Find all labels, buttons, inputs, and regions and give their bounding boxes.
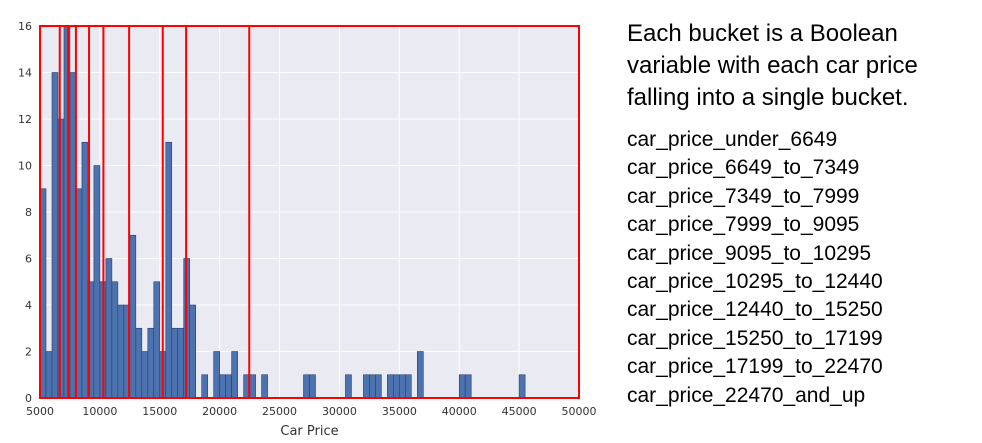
x-tick-label: 40000 (442, 405, 477, 418)
histogram-bar (117, 304, 125, 399)
tick-labels: 5000 10000 15000 20000 25000 30000 35000 40000 4… (18, 20, 597, 418)
y-tick-label: 12 (18, 113, 32, 126)
histogram-bar (141, 351, 149, 399)
y-tick-label: 8 (25, 206, 32, 219)
histogram-bar (387, 374, 394, 399)
histogram-bar (464, 374, 472, 399)
histogram-bar (153, 281, 161, 399)
histogram-bar (93, 165, 101, 399)
histogram-bar (135, 327, 143, 399)
bucket-item: car_price_17199_to_22470 (627, 355, 883, 379)
histogram-bar (177, 327, 185, 399)
histogram-bar (201, 374, 208, 399)
y-tick-label: 16 (18, 20, 32, 33)
histogram-bar (45, 351, 53, 399)
histogram-bar (171, 327, 179, 399)
bucket-boundaries (39, 25, 580, 399)
x-tick-label: 20000 (202, 405, 237, 418)
x-tick-label: 45000 (502, 405, 537, 418)
bucket-item: car_price_7349_to_7999 (627, 184, 860, 208)
y-tick-label: 2 (25, 346, 32, 359)
histogram-bar (189, 304, 197, 399)
x-tick-label: 5000 (26, 405, 54, 418)
y-tick-label: 4 (25, 299, 32, 312)
histogram-bar (225, 374, 232, 399)
bucket-item: car_price_7999_to_9095 (627, 213, 860, 237)
histogram-bar (147, 327, 155, 399)
histogram-bar (261, 374, 268, 399)
bucket-item: car_price_under_6649 (627, 128, 838, 151)
histogram-bar (165, 141, 173, 399)
histogram-bar (399, 374, 406, 399)
histogram-bar (219, 374, 226, 399)
histogram-chart: 5000 10000 15000 20000 25000 30000 35000 40000 4… (18, 20, 597, 439)
bucket-item: car_price_10295_to_12440 (627, 270, 883, 294)
histogram-bar (231, 351, 238, 399)
histogram-bar (518, 374, 526, 399)
x-tick-label: 25000 (262, 405, 297, 418)
y-tick-label: 10 (18, 160, 32, 173)
bucket-item: car_price_15250_to_17199 (627, 326, 883, 350)
bucket-item: car_price_6649_to_7349 (627, 156, 860, 180)
histogram-bar (249, 374, 256, 399)
histogram-bar (81, 141, 89, 399)
histogram-bar (213, 351, 220, 399)
histogram-bar (129, 234, 137, 399)
bucket-list: car_price_under_6649 car_price_6649_to_7… (627, 126, 977, 410)
histogram-bar (369, 374, 376, 399)
histogram-bar (309, 374, 316, 399)
histogram-bar (393, 374, 400, 399)
x-tick-label: 10000 (82, 405, 117, 418)
bucket-item: car_price_9095_to_10295 (627, 241, 872, 265)
histogram-bar (416, 351, 424, 399)
histogram-bar (458, 374, 466, 399)
bucket-item: car_price_22470_and_up (627, 383, 866, 407)
histogram-bar (363, 374, 370, 399)
histogram-bar (375, 374, 382, 399)
x-tick-label: 35000 (382, 405, 417, 418)
histogram-svg: 5000 10000 15000 20000 25000 30000 35000 40000 4… (18, 20, 597, 439)
histogram-bar (303, 374, 310, 399)
x-tick-label: 15000 (142, 405, 177, 418)
histogram-bar (111, 281, 119, 399)
y-tick-label: 0 (25, 392, 32, 405)
histogram-bar (405, 374, 412, 399)
bucket-description: Each bucket is a Boolean variable with e… (627, 20, 918, 111)
bucket-item: car_price_12440_to_15250 (627, 298, 883, 322)
x-tick-label: 30000 (322, 405, 357, 418)
bucket-explanation-panel: Each bucket is a Boolean variable with e… (627, 18, 977, 410)
x-tick-label: 50000 (562, 405, 597, 418)
histogram-bar (105, 258, 113, 399)
histogram-bar (51, 72, 59, 399)
bucket-outline (39, 25, 580, 399)
y-tick-label: 14 (18, 67, 32, 80)
histogram-bar (345, 374, 352, 399)
x-axis-label: Car Price (280, 424, 338, 439)
y-tick-label: 6 (25, 253, 32, 266)
